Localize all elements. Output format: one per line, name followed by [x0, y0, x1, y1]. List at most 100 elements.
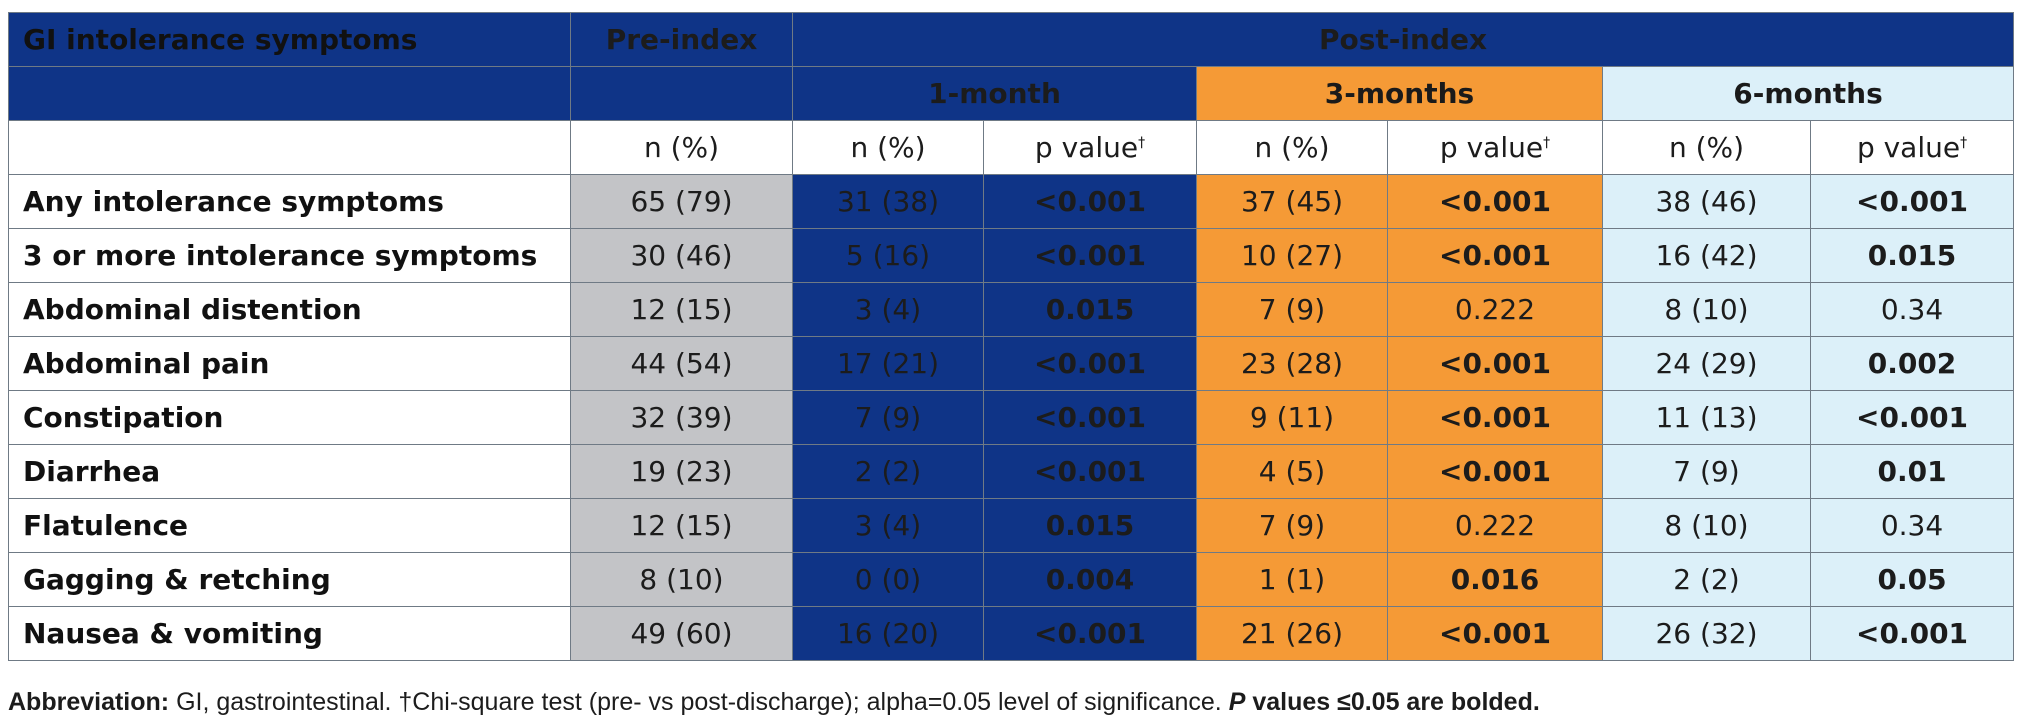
month1-p-value: 0.004 — [983, 552, 1197, 607]
pre-index-value: 30 (46) — [570, 228, 793, 283]
month1-p-value: <0.001 — [983, 336, 1197, 391]
period-3-months-header: 3-months — [1196, 66, 1603, 121]
table-row: 3 or more intolerance symptoms 30 (46) 5 (… — [8, 228, 2015, 283]
month3-n-value: 37 (45) — [1196, 174, 1388, 229]
month6-p-value: <0.001 — [1809, 174, 2015, 229]
footnote-abbrev-label: Abbreviation: — [8, 688, 170, 716]
n-pct-header: n (%) — [792, 120, 984, 175]
pre-index-value: 19 (23) — [570, 444, 793, 499]
month6-p-value: <0.001 — [1809, 390, 2015, 445]
month6-p-value: 0.34 — [1809, 498, 2015, 553]
symptom-label: Flatulence — [8, 498, 571, 553]
month3-p-value: <0.001 — [1387, 228, 1603, 283]
month1-n-value: 17 (21) — [792, 336, 984, 391]
pre-index-header: Pre-index — [570, 12, 793, 67]
month6-n-value: 24 (29) — [1602, 336, 1811, 391]
symptom-label: Gagging & retching — [8, 552, 571, 607]
footnote: Abbreviation: GI, gastrointestinal. †Chi… — [8, 688, 1540, 717]
pre-index-value: 49 (60) — [570, 606, 793, 661]
symptom-label: Nausea & vomiting — [8, 606, 571, 661]
month3-n-value: 21 (26) — [1196, 606, 1388, 661]
period-1-month-header: 1-month — [792, 66, 1197, 121]
month1-n-value: 3 (4) — [792, 282, 984, 337]
month6-p-value: <0.001 — [1809, 606, 2015, 661]
month1-p-value: <0.001 — [983, 174, 1197, 229]
month3-n-value: 1 (1) — [1196, 552, 1388, 607]
footnote-p-italic: P — [1228, 688, 1246, 716]
footnote-bold-note: values ≤0.05 are bolded. — [1245, 688, 1540, 716]
month1-p-value: 0.015 — [983, 498, 1197, 553]
month6-n-value: 8 (10) — [1602, 498, 1811, 553]
month3-p-value: <0.001 — [1387, 336, 1603, 391]
table-row: Flatulence 12 (15) 3 (4) 0.015 7 (9) 0.222 8 (… — [8, 498, 2015, 553]
p-value-header: p value† — [1809, 120, 2015, 175]
month6-n-value: 8 (10) — [1602, 282, 1811, 337]
symptom-label: Abdominal distention — [8, 282, 571, 337]
pre-index-value: 65 (79) — [570, 174, 793, 229]
header-row-3: n (%) n (%) p value† n (%) p value† n (%… — [8, 120, 2015, 175]
month1-p-value: <0.001 — [983, 390, 1197, 445]
symptoms-column-header: GI intolerance symptoms — [8, 12, 571, 67]
month3-n-value: 23 (28) — [1196, 336, 1388, 391]
month1-n-value: 16 (20) — [792, 606, 984, 661]
month3-n-value: 10 (27) — [1196, 228, 1388, 283]
month3-n-value: 7 (9) — [1196, 282, 1388, 337]
month3-n-value: 7 (9) — [1196, 498, 1388, 553]
dagger-mark: † — [1138, 135, 1146, 151]
month3-p-value: 0.016 — [1387, 552, 1603, 607]
month1-n-value: 3 (4) — [792, 498, 984, 553]
month1-n-value: 2 (2) — [792, 444, 984, 499]
header-blank-cell — [570, 66, 793, 121]
symptom-label: Abdominal pain — [8, 336, 571, 391]
table-row: Diarrhea 19 (23) 2 (2) <0.001 4 (5) <0.001 7 (… — [8, 444, 2015, 499]
header-blank-cell — [8, 66, 571, 121]
month3-p-value: <0.001 — [1387, 444, 1603, 499]
month6-n-value: 38 (46) — [1602, 174, 1811, 229]
pre-index-value: 32 (39) — [570, 390, 793, 445]
symptom-label: Diarrhea — [8, 444, 571, 499]
month3-n-value: 4 (5) — [1196, 444, 1388, 499]
p-value-header: p value† — [1387, 120, 1603, 175]
symptom-label: Constipation — [8, 390, 571, 445]
pre-index-value: 44 (54) — [570, 336, 793, 391]
gi-symptoms-table: GI intolerance symptoms Pre-index Post-i… — [8, 12, 2015, 661]
month6-p-value: 0.34 — [1809, 282, 2015, 337]
month3-p-value: <0.001 — [1387, 174, 1603, 229]
pre-index-value: 12 (15) — [570, 282, 793, 337]
table-row: Abdominal pain 44 (54) 17 (21) <0.001 23 (28… — [8, 336, 2015, 391]
month6-p-value: 0.01 — [1809, 444, 2015, 499]
symptom-label: Any intolerance symptoms — [8, 174, 571, 229]
period-6-months-header: 6-months — [1601, 66, 2015, 121]
footnote-text: GI, gastrointestinal. †Chi-square test (… — [169, 688, 1229, 716]
symptom-label: 3 or more intolerance symptoms — [8, 228, 571, 283]
month1-n-value: 7 (9) — [792, 390, 984, 445]
month3-p-value: 0.222 — [1387, 282, 1603, 337]
post-index-header: Post-index — [791, 12, 2015, 67]
month6-n-value: 11 (13) — [1602, 390, 1811, 445]
month6-p-value: 0.015 — [1809, 228, 2015, 283]
table-row: Any intolerance symptoms 65 (79) 31 (38) <0… — [8, 174, 2015, 229]
month1-p-value: 0.015 — [983, 282, 1197, 337]
dagger-mark: † — [1960, 135, 1968, 151]
month3-n-value: 9 (11) — [1196, 390, 1388, 445]
table-row: Abdominal distention 12 (15) 3 (4) 0.015 7 (… — [8, 282, 2015, 337]
p-value-header: p value† — [983, 120, 1197, 175]
n-pct-header: n (%) — [1602, 120, 1811, 175]
month1-n-value: 31 (38) — [792, 174, 984, 229]
month3-p-value: <0.001 — [1387, 606, 1603, 661]
month6-n-value: 26 (32) — [1602, 606, 1811, 661]
pre-index-value: 8 (10) — [570, 552, 793, 607]
month6-p-value: 0.05 — [1809, 552, 2015, 607]
month1-n-value: 5 (16) — [792, 228, 984, 283]
month6-p-value: 0.002 — [1809, 336, 2015, 391]
dagger-mark: † — [1543, 135, 1551, 151]
month6-n-value: 2 (2) — [1602, 552, 1811, 607]
header-row-2: 1-month 3-months 6-months — [8, 66, 2015, 121]
month1-n-value: 0 (0) — [792, 552, 984, 607]
month1-p-value: <0.001 — [983, 228, 1197, 283]
month1-p-value: <0.001 — [983, 444, 1197, 499]
month1-p-value: <0.001 — [983, 606, 1197, 661]
n-pct-header: n (%) — [1196, 120, 1388, 175]
table-row: Gagging & retching 8 (10) 0 (0) 0.004 1 (1) 0… — [8, 552, 2015, 607]
month6-n-value: 16 (42) — [1602, 228, 1811, 283]
